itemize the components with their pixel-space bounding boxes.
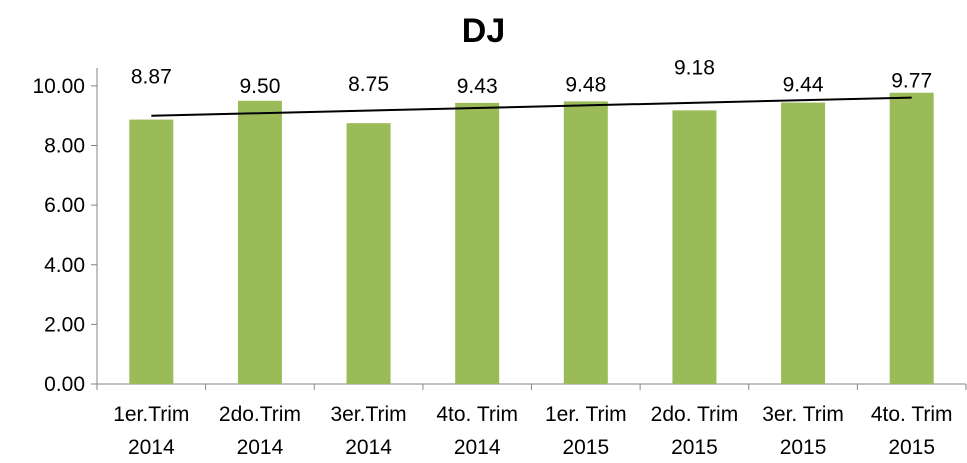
data-label: 9.77: [891, 70, 932, 93]
x-tick-label: 2014: [237, 436, 284, 459]
data-label: 9.44: [783, 74, 824, 97]
data-label: 9.50: [240, 75, 281, 98]
bar: [237, 100, 282, 384]
x-tick-label: 1er. Trim: [545, 403, 627, 426]
x-tick-label: 3er. Trim: [762, 403, 844, 426]
x-tick-label: 4to. Trim: [871, 403, 953, 426]
data-label: 9.48: [565, 73, 606, 96]
x-tick-label: 2do. Trim: [651, 403, 739, 426]
y-tick-label: 4.00: [44, 254, 85, 277]
x-tick-label: 2014: [454, 436, 501, 459]
y-tick-label: 2.00: [44, 313, 85, 336]
bar: [455, 102, 500, 384]
data-label: 8.87: [131, 66, 172, 89]
data-label: 9.18: [674, 56, 715, 79]
x-tick-label: 3er.Trim: [330, 403, 406, 426]
x-tick-label: 2015: [671, 436, 718, 459]
x-tick-label: 2do.Trim: [219, 403, 301, 426]
bar: [672, 110, 717, 384]
trendline: [151, 96, 912, 117]
bar: [889, 92, 934, 384]
chart-title: DJ: [461, 12, 506, 50]
bar: [129, 119, 174, 385]
y-tick-label: 8.00: [44, 135, 85, 158]
data-label: 9.43: [457, 75, 498, 98]
y-tick-label: 10.00: [32, 75, 85, 98]
x-tick-label: 2014: [128, 436, 175, 459]
bar: [781, 102, 826, 385]
x-tick-label: 2015: [888, 436, 935, 459]
y-tick-label: 6.00: [44, 194, 85, 217]
x-tick-label: 2015: [780, 436, 827, 459]
x-tick-label: 2015: [562, 436, 609, 459]
bar: [346, 123, 391, 384]
x-tick-label: 4to. Trim: [436, 403, 518, 426]
data-label: 8.75: [348, 73, 389, 96]
x-tick-label: 2014: [345, 436, 392, 459]
x-tick-label: 1er.Trim: [113, 403, 189, 426]
y-tick-label: 0.00: [44, 373, 85, 396]
bar: [563, 101, 608, 385]
